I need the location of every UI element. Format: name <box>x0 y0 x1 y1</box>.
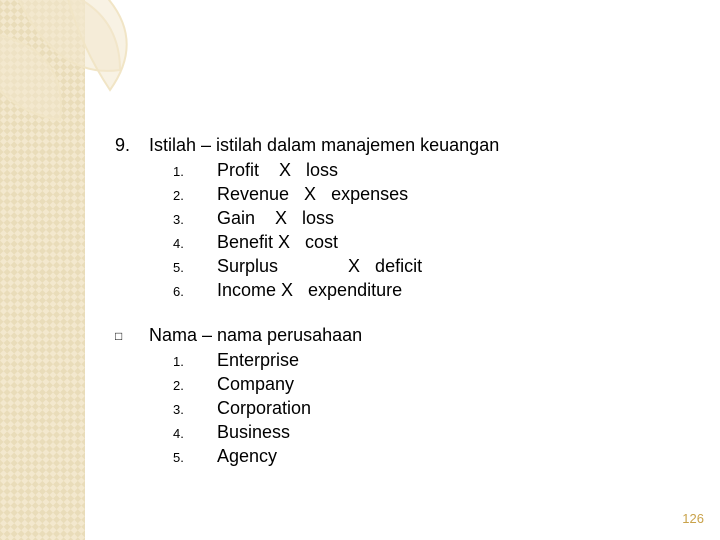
section-heading-row: □ Nama – nama perusahaan <box>115 325 675 346</box>
item-number: 1. <box>173 354 217 369</box>
section-heading: Nama – nama perusahaan <box>149 325 362 346</box>
item-number: 6. <box>173 284 217 299</box>
list-item: 1. Enterprise <box>173 350 675 371</box>
section-bullet: 9. <box>115 135 149 156</box>
page-number: 126 <box>682 511 704 526</box>
item-number: 3. <box>173 212 217 227</box>
item-number: 4. <box>173 426 217 441</box>
item-text: Agency <box>217 446 277 467</box>
item-text: Corporation <box>217 398 311 419</box>
list-item: 5. Surplus X deficit <box>173 256 675 277</box>
list-item: 5. Agency <box>173 446 675 467</box>
list-item: 6. Income X expenditure <box>173 280 675 301</box>
item-text: Enterprise <box>217 350 299 371</box>
item-text: Surplus X deficit <box>217 256 422 277</box>
item-text: Income X expenditure <box>217 280 402 301</box>
section-bullet: □ <box>115 325 149 343</box>
section-heading: Istilah – istilah dalam manajemen keuang… <box>149 135 499 156</box>
list-item: 4. Benefit X cost <box>173 232 675 253</box>
item-text: Company <box>217 374 294 395</box>
item-text: Benefit X cost <box>217 232 338 253</box>
item-text: Gain X loss <box>217 208 334 229</box>
section-istilah: 9. Istilah – istilah dalam manajemen keu… <box>115 135 675 301</box>
section-heading-row: 9. Istilah – istilah dalam manajemen keu… <box>115 135 675 156</box>
item-number: 2. <box>173 188 217 203</box>
item-number: 3. <box>173 402 217 417</box>
list-item: 2. Company <box>173 374 675 395</box>
item-number: 5. <box>173 260 217 275</box>
item-number: 5. <box>173 450 217 465</box>
nama-list: 1. Enterprise 2. Company 3. Corporation … <box>173 350 675 467</box>
slide-content: 9. Istilah – istilah dalam manajemen keu… <box>115 135 675 470</box>
list-item: 3. Gain X loss <box>173 208 675 229</box>
list-item: 4. Business <box>173 422 675 443</box>
list-item: 3. Corporation <box>173 398 675 419</box>
istilah-list: 1. Profit X loss 2. Revenue X expenses 3… <box>173 160 675 301</box>
item-number: 4. <box>173 236 217 251</box>
item-number: 1. <box>173 164 217 179</box>
item-text: Revenue X expenses <box>217 184 408 205</box>
item-text: Business <box>217 422 290 443</box>
list-item: 2. Revenue X expenses <box>173 184 675 205</box>
list-item: 1. Profit X loss <box>173 160 675 181</box>
item-number: 2. <box>173 378 217 393</box>
section-nama: □ Nama – nama perusahaan 1. Enterprise 2… <box>115 325 675 467</box>
item-text: Profit X loss <box>217 160 338 181</box>
